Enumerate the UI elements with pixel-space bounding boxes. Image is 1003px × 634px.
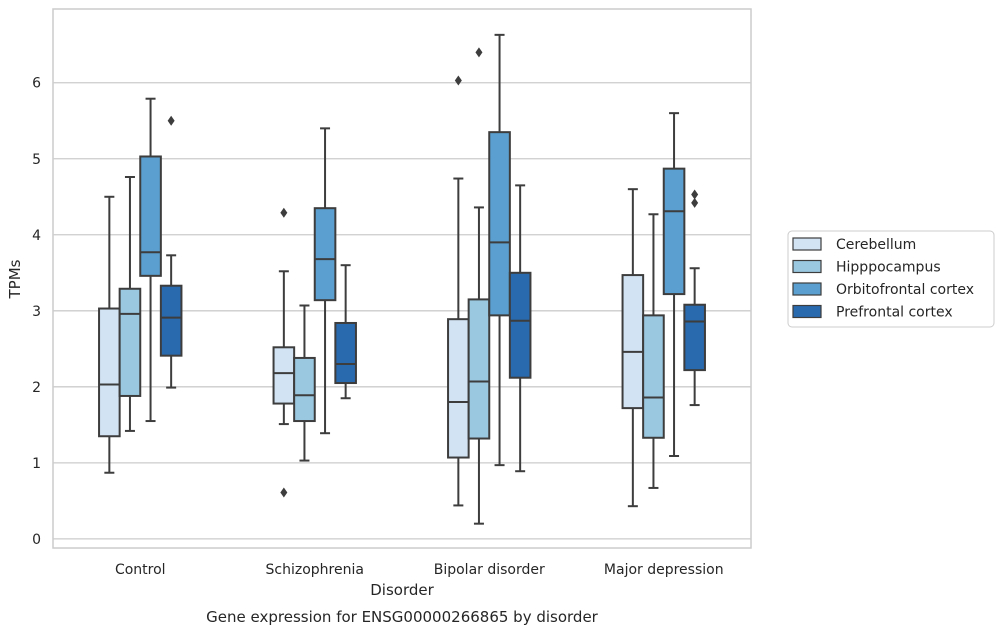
outlier-point: [691, 197, 699, 208]
y-tick-label: 2: [32, 380, 41, 396]
outlier-point: [167, 115, 175, 126]
x-tick-label: Major depression: [604, 562, 724, 578]
x-tick-label: Bipolar disorder: [434, 562, 545, 578]
box-hipppocampus-1: [293, 304, 316, 462]
plot-frame: [52, 8, 752, 549]
box-iqr: [508, 271, 532, 379]
y-tick-label: 5: [32, 152, 41, 168]
box-iqr: [642, 314, 665, 439]
box-iqr: [334, 321, 357, 385]
x-tick-label: Schizophrenia: [266, 562, 364, 578]
x-tick-labels: Control Schizophrenia Bipolar disorder Majo…: [115, 562, 724, 578]
x-tick-label: Control: [115, 562, 166, 578]
box-prefrontal-cortex-1: [334, 264, 357, 400]
y-tick-label: 6: [32, 76, 41, 92]
x-axis-label: Disorder: [370, 581, 434, 599]
box-prefrontal-cortex-2: [508, 184, 532, 473]
box-iqr: [293, 356, 316, 423]
box-iqr: [272, 346, 296, 405]
outlier-point: [280, 207, 288, 218]
box-hipppocampus-0: [118, 176, 142, 432]
outlier-point: [691, 189, 699, 200]
box-orbitofrontal-cortex-0: [139, 97, 162, 423]
box-orbitofrontal-cortex-3: [662, 112, 686, 458]
box-iqr: [159, 284, 183, 357]
box-iqr: [313, 207, 337, 302]
legend-entry-label: Cerebellum: [836, 237, 916, 253]
box-iqr: [683, 303, 706, 372]
outlier-point: [280, 487, 288, 498]
box-iqr: [488, 131, 511, 317]
y-tick-label: 1: [32, 456, 41, 472]
legend-swatch: [792, 282, 822, 296]
outlier-point: [475, 47, 483, 58]
box-cerebellum-2: [447, 75, 470, 507]
legend-swatch: [792, 304, 822, 319]
box-hipppocampus-3: [642, 213, 665, 489]
y-tick-label: 4: [32, 228, 41, 244]
y-tick-label: 3: [32, 304, 41, 320]
y-tick-labels: 0 1 2 3 4 5 6: [32, 76, 41, 548]
box-prefrontal-cortex-0: [159, 115, 183, 389]
box-iqr: [662, 167, 686, 296]
legend-swatch: [792, 237, 822, 251]
box-iqr: [467, 298, 491, 440]
box-iqr: [98, 307, 121, 438]
legend-frame: [787, 230, 995, 328]
legend-swatch: [792, 259, 822, 274]
box-orbitofrontal-cortex-1: [313, 127, 337, 435]
y-axis-label: TPMs: [6, 259, 24, 299]
legend-entry-label: Hipppocampus: [836, 260, 941, 276]
box-cerebellum-1: [272, 207, 296, 498]
legend: Cerebellum Hipppocampus Orbitofrontal cort…: [787, 230, 995, 328]
plot-area: [98, 33, 706, 525]
chart-caption: Gene expression for ENSG00000266865 by d…: [206, 608, 599, 626]
box-hipppocampus-2: [467, 47, 491, 525]
legend-entry-label: Prefrontal cortex: [836, 305, 953, 321]
box-iqr: [621, 274, 645, 410]
legend-entry-label: Orbitofrontal cortex: [836, 282, 974, 298]
box-iqr: [447, 318, 470, 459]
box-orbitofrontal-cortex-2: [488, 33, 511, 467]
box-iqr: [139, 155, 162, 277]
box-prefrontal-cortex-3: [683, 189, 706, 407]
box-cerebellum-0: [98, 195, 121, 474]
box-iqr: [118, 287, 142, 397]
y-tick-label: 0: [32, 532, 41, 548]
outlier-point: [454, 75, 462, 86]
